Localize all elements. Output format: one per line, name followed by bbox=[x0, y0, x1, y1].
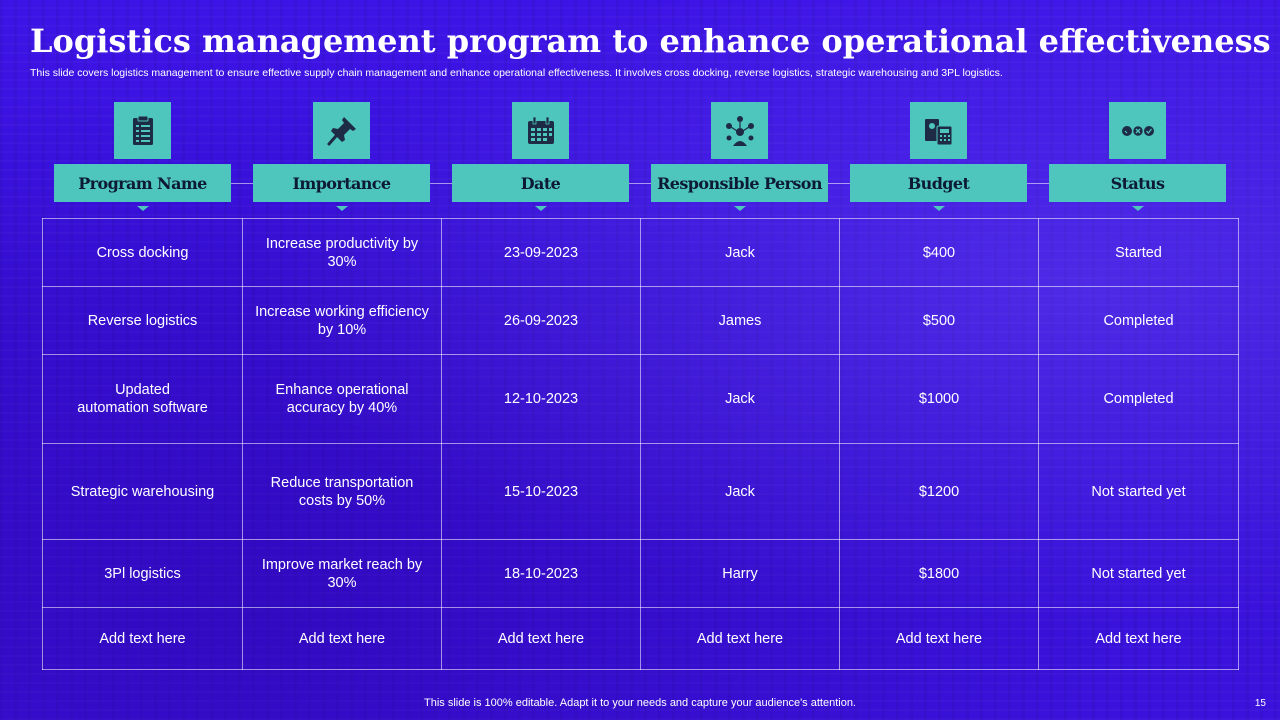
cell-importance: Improve market reach by 30% bbox=[242, 539, 442, 608]
cell-date: 23-09-2023 bbox=[441, 218, 641, 287]
slide-title: Logistics management program to enhance … bbox=[30, 22, 1271, 60]
page-number: 15 bbox=[1254, 698, 1266, 709]
cell-status: Completed bbox=[1038, 354, 1239, 444]
header-responsible-person: Responsible Person bbox=[651, 164, 828, 202]
cell-importance: Increase working efficiency by 10% bbox=[242, 286, 442, 355]
cell-importance: Increase productivity by 30% bbox=[242, 218, 442, 287]
cell-responsible-person: Jack bbox=[640, 443, 840, 540]
program-table: Cross docking Increase productivity by 3… bbox=[42, 218, 1239, 670]
cell-date: 18-10-2023 bbox=[441, 539, 641, 608]
cell-importance: Add text here bbox=[242, 607, 442, 670]
cell-date: Add text here bbox=[441, 607, 641, 670]
cell-responsible-person: Harry bbox=[640, 539, 840, 608]
cell-date: 15-10-2023 bbox=[441, 443, 641, 540]
header-connector-line bbox=[60, 183, 1220, 184]
caret-down-icon bbox=[137, 206, 149, 211]
header-importance: Importance bbox=[253, 164, 430, 202]
cell-responsible-person: Jack bbox=[640, 354, 840, 444]
caret-down-icon bbox=[734, 206, 746, 211]
cell-program-name: Strategic warehousing bbox=[42, 443, 243, 540]
header-date: Date bbox=[452, 164, 629, 202]
money-calculator-icon bbox=[910, 102, 967, 159]
table-row: Strategic warehousing Reduce transportat… bbox=[42, 443, 1239, 540]
table-row: 3Pl logistics Improve market reach by 30… bbox=[42, 539, 1239, 608]
slide-subtitle: This slide covers logistics management t… bbox=[30, 67, 1003, 79]
cell-budget: $1800 bbox=[839, 539, 1039, 608]
cell-program-name: 3Pl logistics bbox=[42, 539, 243, 608]
cell-budget: $1000 bbox=[839, 354, 1039, 444]
cell-program-name: Cross docking bbox=[42, 218, 243, 287]
caret-down-icon bbox=[1132, 206, 1144, 211]
cell-responsible-person: Jack bbox=[640, 218, 840, 287]
cell-program-name: Reverse logistics bbox=[42, 286, 243, 355]
caret-down-icon bbox=[535, 206, 547, 211]
pushpin-icon bbox=[313, 102, 370, 159]
cell-status: Started bbox=[1038, 218, 1239, 287]
table-row: Cross docking Increase productivity by 3… bbox=[42, 218, 1239, 287]
header-status: Status bbox=[1049, 164, 1226, 202]
cell-budget: $400 bbox=[839, 218, 1039, 287]
cell-status: Add text here bbox=[1038, 607, 1239, 670]
cell-responsible-person: Add text here bbox=[640, 607, 840, 670]
cell-date: 12-10-2023 bbox=[441, 354, 641, 444]
cell-status: Not started yet bbox=[1038, 539, 1239, 608]
slide-footer: This slide is 100% editable. Adapt it to… bbox=[424, 697, 856, 709]
calendar-icon bbox=[512, 102, 569, 159]
header-budget: Budget bbox=[850, 164, 1027, 202]
cell-budget: $500 bbox=[839, 286, 1039, 355]
caret-down-icon bbox=[933, 206, 945, 211]
cell-program-name: Add text here bbox=[42, 607, 243, 670]
cell-importance: Enhance operational accuracy by 40% bbox=[242, 354, 442, 444]
table-row: Add text here Add text here Add text her… bbox=[42, 607, 1239, 670]
caret-down-icon bbox=[336, 206, 348, 211]
cell-budget: $1200 bbox=[839, 443, 1039, 540]
cell-date: 26-09-2023 bbox=[441, 286, 641, 355]
cell-responsible-person: James bbox=[640, 286, 840, 355]
cell-program-name: Updated automation software bbox=[42, 354, 243, 444]
cell-importance: Reduce transportation costs by 50% bbox=[242, 443, 442, 540]
header-program-name: Program Name bbox=[54, 164, 231, 202]
table-row: Reverse logistics Increase working effic… bbox=[42, 286, 1239, 355]
clipboard-checklist-icon bbox=[114, 102, 171, 159]
cell-budget: Add text here bbox=[839, 607, 1039, 670]
cell-status: Completed bbox=[1038, 286, 1239, 355]
cell-status: Not started yet bbox=[1038, 443, 1239, 540]
status-circles-icon bbox=[1109, 102, 1166, 159]
table-row: Updated automation software Enhance oper… bbox=[42, 354, 1239, 444]
person-network-icon bbox=[711, 102, 768, 159]
